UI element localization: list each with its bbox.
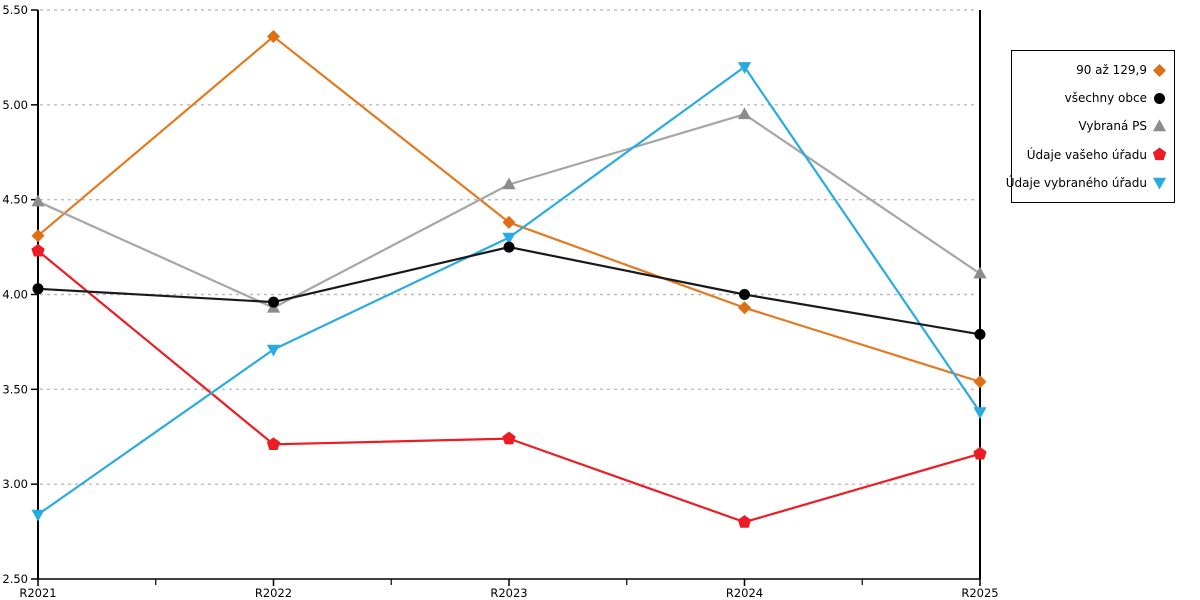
legend: 90 až 129,9 všechny obce Vybraná PS Údaj…: [1006, 50, 1175, 203]
x-tick-label: R2021: [19, 586, 56, 600]
data-point-diamond: [502, 215, 516, 229]
legend-label: všechny obce: [1064, 91, 1147, 106]
legend-glyph: [1152, 178, 1167, 190]
series-2: [31, 107, 987, 313]
legend-item: 90 až 129,9: [1012, 63, 1174, 78]
data-point-triangle-up: [737, 107, 752, 120]
data-point-diamond: [973, 375, 987, 389]
y-tick-label: 5.00: [2, 98, 28, 112]
triangle-down-marker-icon: [1152, 175, 1167, 190]
series-line: [37, 65, 981, 516]
series-line: [37, 113, 981, 309]
series-1: [32, 241, 986, 340]
pentagon-marker-icon: [1152, 147, 1167, 162]
series-line: [37, 35, 981, 383]
y-tick-label: 3.00: [2, 477, 28, 491]
data-point-pentagon: [266, 437, 281, 450]
series-3: [31, 243, 987, 528]
data-point-triangle-up: [973, 266, 987, 279]
y-tick-label: 2.50: [2, 572, 28, 586]
diamond-marker-icon: [1152, 63, 1167, 78]
series-line: [37, 250, 981, 524]
data-point-diamond: [738, 301, 751, 315]
legend-glyph: [1153, 63, 1166, 77]
y-tick-label: 5.50: [2, 3, 28, 17]
legend-glyph: [1152, 147, 1167, 161]
data-point-triangle-down: [973, 407, 987, 420]
legend-item: všechny obce: [1012, 91, 1174, 106]
legend-label: Údaje vybraného úřadu: [1005, 175, 1147, 190]
data-point-circle: [32, 283, 44, 295]
legend-glyph: [1152, 119, 1167, 132]
series-4: [31, 62, 987, 522]
data-point-triangle-down: [266, 344, 281, 357]
data-point-triangle-down: [502, 232, 516, 245]
data-point-pentagon: [973, 446, 987, 460]
legend-label: 90 až 129,9: [1076, 63, 1147, 78]
x-tick-label: R2022: [255, 586, 292, 600]
legend-item: Údaje vybraného úřadu: [1006, 175, 1174, 190]
data-point-circle: [739, 289, 750, 300]
y-tick-label: 4.00: [2, 288, 28, 302]
x-tick-label: R2025: [961, 586, 998, 600]
data-point-diamond: [31, 229, 45, 243]
legend-label: Vybraná PS: [1078, 119, 1147, 134]
legend-item: Údaje vašeho úřadu: [1012, 147, 1174, 162]
legend-glyph: [1154, 92, 1165, 104]
y-tick-label: 3.50: [2, 382, 28, 396]
data-point-triangle-up: [502, 177, 516, 190]
legend-item: Vybraná PS: [1012, 119, 1174, 134]
data-point-triangle-down: [737, 62, 752, 74]
data-point-triangle-up: [31, 194, 45, 207]
series-line: [37, 245, 981, 336]
y-tick-label: 4.50: [2, 193, 28, 207]
data-point-circle: [268, 296, 279, 308]
circle-marker-icon: [1152, 91, 1167, 106]
x-tick-label: R2023: [490, 586, 527, 600]
triangle-up-marker-icon: [1152, 119, 1167, 134]
data-point-pentagon: [502, 431, 516, 445]
x-tick-label: R2024: [726, 586, 763, 600]
legend-label: Údaje vašeho úřadu: [1026, 147, 1147, 162]
data-point-circle: [974, 328, 986, 340]
data-point-diamond: [267, 30, 280, 44]
data-point-circle: [503, 241, 515, 253]
data-point-pentagon: [31, 243, 45, 257]
data-point-triangle-down: [31, 509, 45, 522]
data-point-pentagon: [737, 515, 752, 528]
series-0: [31, 30, 987, 389]
